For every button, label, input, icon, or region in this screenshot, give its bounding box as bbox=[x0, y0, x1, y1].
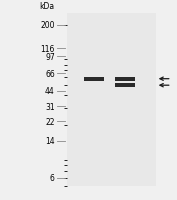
Text: 97: 97 bbox=[45, 52, 55, 61]
Text: kDa: kDa bbox=[40, 2, 55, 11]
Text: 44: 44 bbox=[45, 87, 55, 96]
Text: 31: 31 bbox=[45, 102, 55, 111]
Text: 14: 14 bbox=[45, 137, 55, 146]
Text: 200: 200 bbox=[40, 21, 55, 30]
Text: 22: 22 bbox=[45, 117, 55, 126]
Bar bbox=[84, 78, 104, 81]
Text: 66: 66 bbox=[45, 69, 55, 78]
Text: 116: 116 bbox=[41, 45, 55, 54]
Bar bbox=[115, 84, 135, 88]
Text: 6: 6 bbox=[50, 174, 55, 183]
Bar bbox=[115, 78, 135, 81]
